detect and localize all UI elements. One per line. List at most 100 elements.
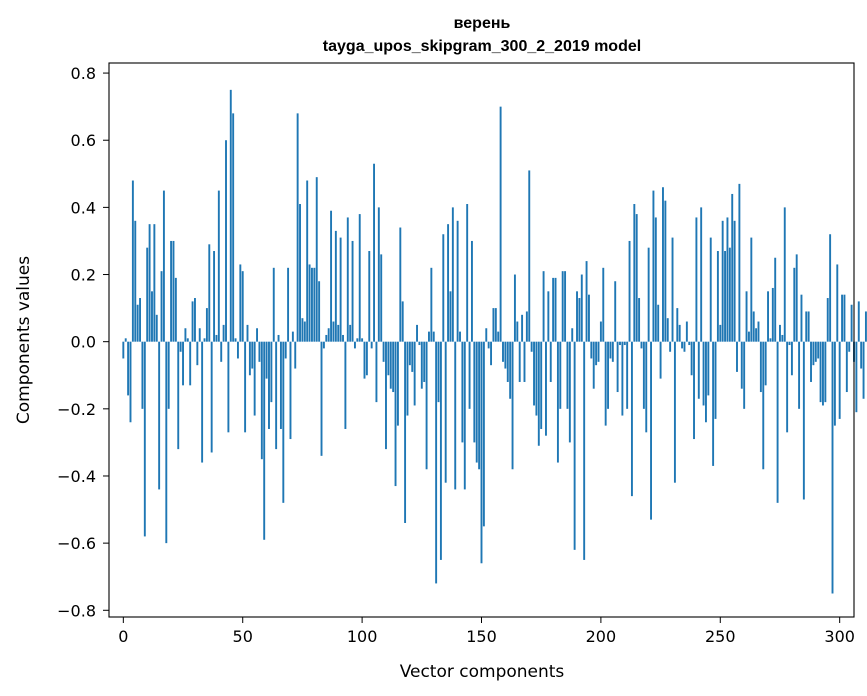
bar xyxy=(291,331,294,342)
bar xyxy=(370,341,373,349)
bar xyxy=(578,298,581,342)
bar xyxy=(428,331,430,342)
bar xyxy=(573,341,576,550)
bar xyxy=(652,190,655,342)
bar xyxy=(638,298,641,342)
bar xyxy=(475,341,478,463)
bar xyxy=(482,341,485,527)
bar xyxy=(774,257,777,342)
bar xyxy=(788,341,791,346)
bar xyxy=(800,294,803,342)
bar xyxy=(783,207,786,342)
bar xyxy=(143,341,146,537)
bar xyxy=(275,341,278,450)
bar xyxy=(585,261,588,342)
bar xyxy=(678,324,681,342)
bar xyxy=(590,341,593,359)
bar xyxy=(745,291,748,342)
bar xyxy=(623,341,626,346)
bar xyxy=(707,341,710,396)
bar xyxy=(299,204,301,342)
y-tick-label: −0.8 xyxy=(57,601,96,620)
bar xyxy=(382,341,385,362)
bar xyxy=(671,237,674,342)
bar xyxy=(635,214,638,342)
bar xyxy=(752,311,755,342)
bar xyxy=(172,240,175,342)
bar xyxy=(447,224,450,342)
bar xyxy=(306,180,309,342)
bar xyxy=(659,341,662,379)
bar xyxy=(850,304,853,342)
bar xyxy=(229,89,232,342)
bar xyxy=(530,341,533,352)
bar xyxy=(303,321,306,342)
bar xyxy=(344,341,347,429)
bar xyxy=(731,193,734,342)
bar xyxy=(459,331,461,342)
bar xyxy=(669,341,672,352)
bar xyxy=(432,331,435,342)
bar xyxy=(829,234,832,342)
bar xyxy=(681,341,684,349)
bar xyxy=(621,341,624,416)
bar xyxy=(513,274,516,342)
bar xyxy=(666,318,669,342)
x-tick-label: 250 xyxy=(705,627,736,646)
bar xyxy=(556,341,559,463)
bar xyxy=(537,341,540,446)
bar xyxy=(155,314,158,342)
bar xyxy=(165,341,168,544)
bar xyxy=(497,331,500,342)
bar xyxy=(709,237,712,342)
bar xyxy=(757,321,760,342)
bar xyxy=(728,247,731,342)
bar xyxy=(654,217,657,342)
bar xyxy=(676,308,679,342)
bar xyxy=(576,291,578,342)
bar xyxy=(798,341,801,409)
bar xyxy=(413,341,416,406)
bar xyxy=(705,341,707,423)
bar xyxy=(167,341,170,409)
y-tick-label: −0.6 xyxy=(57,534,96,553)
bar xyxy=(205,308,208,342)
x-tick-label: 50 xyxy=(233,627,253,646)
bar xyxy=(650,341,652,520)
x-tick-label: 100 xyxy=(347,627,378,646)
bar xyxy=(504,341,507,369)
bar xyxy=(662,187,664,342)
bar xyxy=(349,324,352,342)
bar xyxy=(466,204,469,342)
bar xyxy=(420,341,423,389)
bar xyxy=(611,341,614,362)
bar xyxy=(236,341,239,359)
bar xyxy=(793,267,796,342)
bar xyxy=(339,237,342,342)
bar xyxy=(456,220,459,342)
y-axis-ticks: −0.8 −0.6 −0.4 −0.2 0.0 0.2 0.4 0.6 0.8 xyxy=(57,64,109,620)
bar xyxy=(518,341,521,382)
bar xyxy=(342,334,344,342)
bar xyxy=(454,341,457,490)
bar xyxy=(750,237,753,342)
bar xyxy=(265,341,268,379)
bar xyxy=(208,244,211,342)
bar xyxy=(334,230,337,342)
bar xyxy=(406,341,409,416)
bar xyxy=(549,341,552,382)
bar xyxy=(182,341,184,386)
bar xyxy=(630,341,633,497)
bar xyxy=(289,341,292,440)
x-axis-label: Vector components xyxy=(400,662,565,682)
bar xyxy=(194,298,196,342)
bar xyxy=(203,338,206,342)
y-tick-label: 0.0 xyxy=(71,333,96,352)
bar xyxy=(315,177,318,342)
bar xyxy=(380,254,383,342)
bar xyxy=(759,341,762,393)
bar xyxy=(700,207,703,342)
bar xyxy=(373,163,375,342)
bar xyxy=(392,341,395,393)
bar xyxy=(843,294,846,342)
